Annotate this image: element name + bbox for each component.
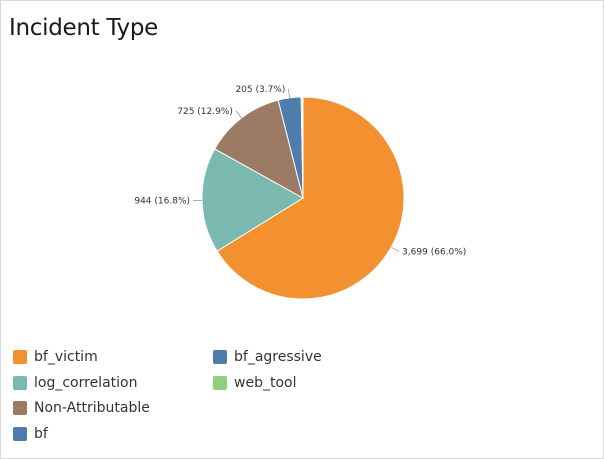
legend-label: Non-Attributable	[34, 400, 150, 416]
pie-data-label-log-correlation: 944 (16.8%)	[134, 197, 190, 207]
pie-chart: 3,699 (66.0%) 944 (16.8%) 725 (12.9%) 205 (…	[134, 85, 466, 300]
legend-swatch	[213, 350, 227, 364]
legend-label: bf_agressive	[234, 349, 322, 365]
legend-item-bf-victim[interactable]: bf_victim	[13, 347, 98, 367]
pie-leader-line	[235, 110, 242, 119]
pie-slice-log-correlation[interactable]	[201, 148, 304, 252]
legend-swatch	[13, 350, 27, 364]
legend-item-bf[interactable]: bf	[13, 424, 48, 444]
legend-label: bf_victim	[34, 349, 98, 365]
chart-title: Incident Type	[9, 15, 158, 41]
pie-slice-bf-victim[interactable]	[216, 96, 405, 300]
legend-item-web-tool[interactable]: web_tool	[213, 373, 296, 393]
legend-swatch	[13, 375, 27, 390]
legend-swatch	[213, 375, 227, 390]
legend-label: log_correlation	[34, 374, 138, 391]
legend-label: bf	[34, 425, 48, 442]
pie-data-label-bf-victim: 3,699 (66.0%)	[402, 248, 466, 258]
legend-item-log-correlation[interactable]: log_correlation	[13, 373, 137, 393]
legend-item-non-attributable[interactable]: Non-Attributable	[13, 398, 150, 418]
legend-swatch	[13, 401, 27, 415]
legend-item-bf-agressive[interactable]: bf_agressive	[213, 347, 322, 367]
pie-leader-line	[287, 88, 290, 98]
pie-data-label-bf: 205 (3.7%)	[235, 85, 285, 95]
pie-data-label-non-attributable: 725 (12.9%)	[177, 107, 233, 117]
legend-label: web_tool	[234, 374, 297, 391]
legend-swatch	[13, 426, 27, 441]
pie-leader-line	[391, 246, 400, 252]
